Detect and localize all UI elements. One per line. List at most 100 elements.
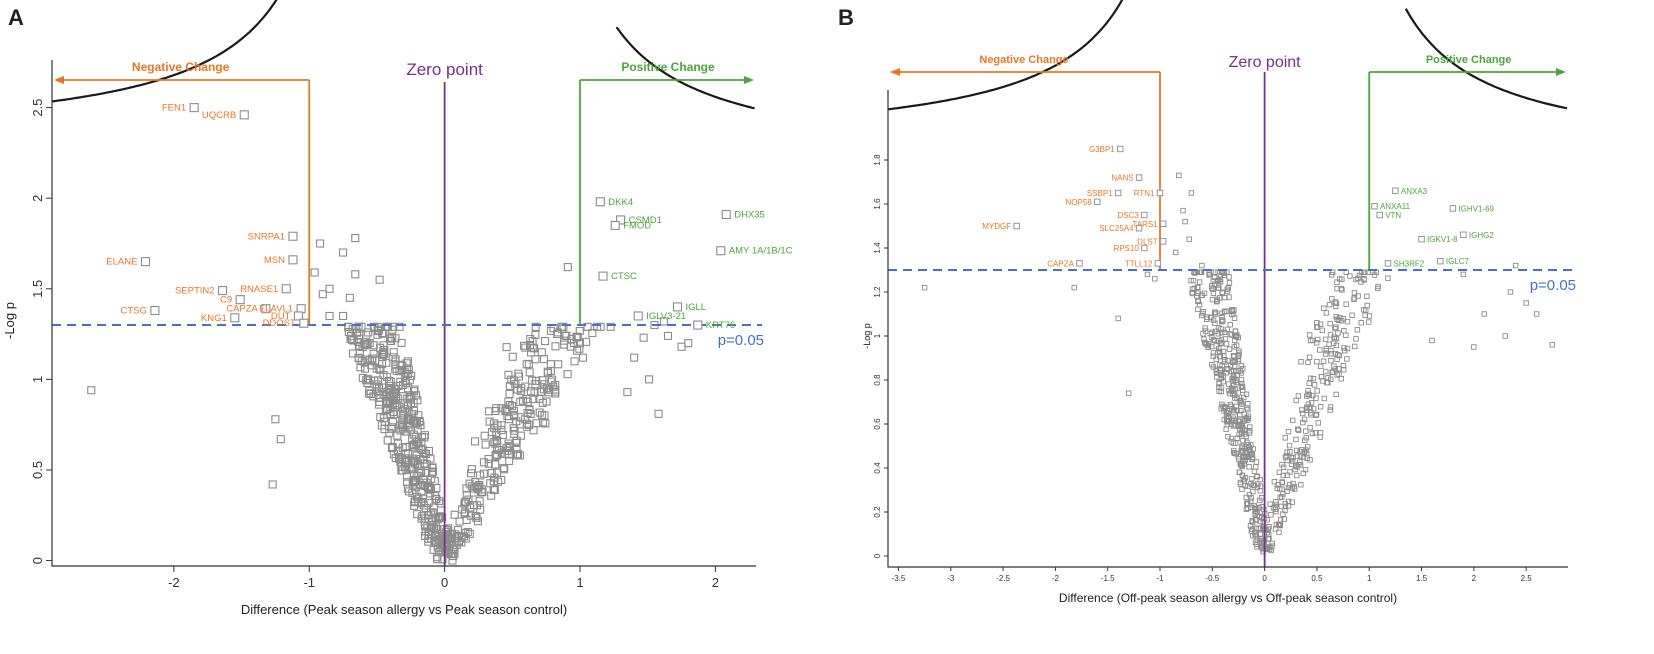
scatter-point: [1287, 449, 1293, 455]
scatter-point: [1276, 486, 1283, 492]
scatter-point: [1237, 398, 1243, 404]
scatter-point: [492, 428, 501, 437]
scatter-point: [403, 394, 412, 403]
scatter-point: [436, 499, 445, 508]
scatter-point: [513, 450, 523, 459]
gene-label: IGKV1-8: [1427, 235, 1458, 244]
scatter-point: [1326, 341, 1332, 347]
scatter-point: [1243, 415, 1250, 421]
scatter-point: [372, 364, 381, 373]
scatter-point: [392, 366, 401, 375]
scatter-point: [1342, 348, 1348, 354]
scatter-point: [1364, 302, 1370, 309]
zero-point-label: Zero point: [406, 60, 483, 79]
scatter-point: [1331, 363, 1337, 369]
scatter-point: [1280, 491, 1286, 497]
scatter-point: [1236, 469, 1243, 475]
scatter-point: [388, 325, 397, 334]
scatter-point: [1231, 344, 1238, 350]
scatter-point: [1301, 448, 1307, 455]
gene-point: [1013, 222, 1020, 230]
scatter-point: [1320, 358, 1327, 364]
scatter-point: [414, 498, 423, 507]
scatter-point: [1232, 328, 1239, 334]
scatter-point: [1305, 359, 1311, 366]
scatter-point: [1200, 310, 1206, 317]
scatter-point: [532, 376, 541, 385]
scatter-point: [1295, 393, 1302, 399]
scatter-point: [1226, 274, 1232, 280]
scatter-point: [1355, 293, 1361, 299]
scatter-point: [491, 460, 500, 469]
scatter-point: [502, 443, 511, 452]
gene-point: [610, 220, 620, 230]
scatter-point: [1257, 476, 1263, 483]
scatter-point: [1115, 315, 1121, 322]
scatter-point: [1222, 294, 1228, 301]
scatter-point: [1318, 374, 1325, 380]
scatter-point: [505, 389, 514, 399]
gene-label: KNG1: [201, 313, 227, 324]
scatter-point: [1227, 331, 1233, 337]
scatter-point: [1298, 359, 1304, 365]
scatter-point: [430, 476, 439, 485]
scatter-point: [1267, 501, 1273, 507]
x-tick-label: -0.5: [1205, 574, 1219, 583]
scatter-point: [1344, 318, 1351, 325]
scatter-point: [1287, 469, 1293, 475]
scatter-point: [573, 332, 582, 341]
scatter-point: [1197, 269, 1203, 275]
scatter-point: [417, 432, 426, 442]
scatter-point: [1219, 289, 1225, 295]
scatter-point: [1285, 484, 1292, 491]
gene-label: CAPZA: [1047, 259, 1074, 268]
scatter-point: [1284, 488, 1290, 494]
scatter-point: [504, 370, 513, 379]
scatter-point: [1216, 348, 1223, 355]
scatter-point: [1268, 512, 1274, 518]
gene-point: [693, 320, 703, 330]
significance-curve-left: [51, 0, 278, 103]
scatter-point: [560, 340, 569, 349]
scatter-point: [1366, 319, 1372, 325]
scatter-point: [1195, 284, 1201, 291]
scatter-point: [1248, 495, 1255, 501]
gene-label: TTLL12: [1125, 259, 1153, 268]
scatter-point: [563, 263, 572, 272]
scatter-point: [575, 339, 585, 348]
scatter-point: [1314, 319, 1320, 326]
scatter-point: [1327, 404, 1334, 410]
scatter-point: [1341, 328, 1347, 334]
scatter-point: [1246, 464, 1252, 470]
positive-change-label: Positive Change: [621, 60, 715, 74]
gene-label: UQCRB: [202, 110, 236, 121]
scatter-point: [1238, 397, 1244, 403]
scatter-point: [1288, 461, 1295, 467]
scatter-point: [1230, 417, 1237, 423]
scatter-point: [1335, 330, 1341, 336]
gene-label: MSN: [264, 255, 285, 266]
scatter-point: [1227, 401, 1233, 408]
scatter-point: [1232, 450, 1238, 457]
scatter-point: [538, 376, 547, 385]
scatter-point: [1224, 421, 1231, 428]
y-tick-label: 0.2: [873, 506, 882, 518]
scatter-point: [1371, 272, 1378, 278]
scatter-point: [1213, 368, 1220, 374]
scatter-point: [1481, 311, 1488, 317]
scatter-point: [1361, 276, 1367, 282]
scatter-point: [1251, 468, 1258, 474]
scatter-point: [1245, 406, 1251, 413]
scatter-point: [1332, 299, 1338, 305]
gene-point: [1418, 235, 1425, 243]
scatter-point: [398, 361, 407, 370]
scatter-point: [387, 423, 397, 432]
scatter-point: [1252, 506, 1258, 512]
gene-point: [1141, 211, 1148, 219]
scatter-point: [1152, 276, 1158, 282]
scatter-point: [1263, 545, 1269, 551]
gene-point: [1159, 220, 1167, 228]
scatter-point: [479, 469, 488, 478]
